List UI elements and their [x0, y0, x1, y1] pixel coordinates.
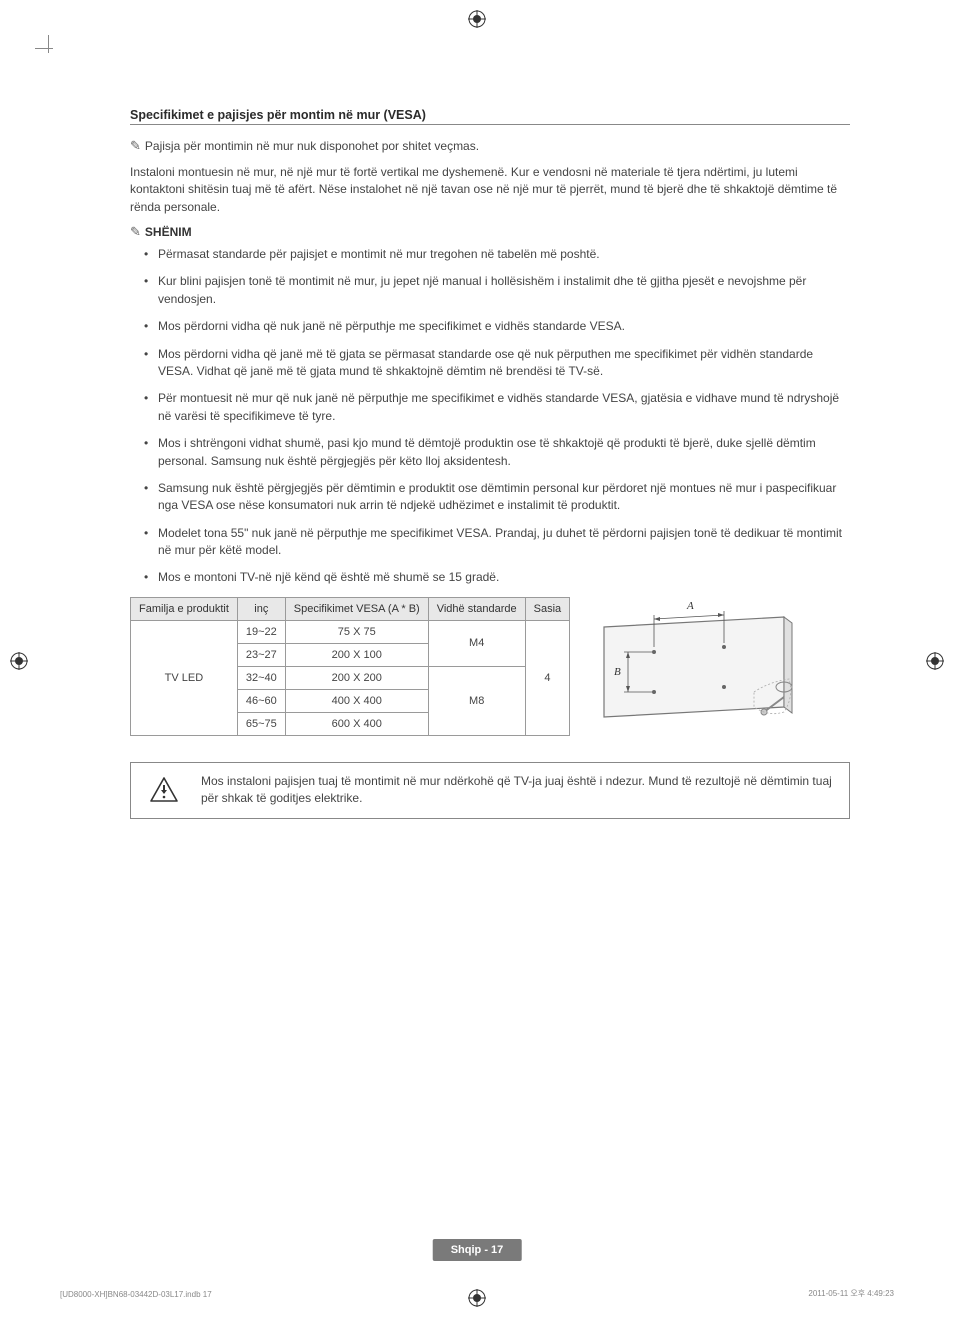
th-screw: Vidhë standarde: [428, 597, 525, 620]
vesa-diagram: A B: [584, 597, 814, 727]
th-family: Familja e produktit: [131, 597, 238, 620]
registration-mark-icon: [926, 652, 944, 670]
crop-mark: [35, 48, 53, 49]
footer-right: 2011-05-11 오후 4:49:23: [808, 1288, 894, 1299]
page-content: Specifikimet e pajisjes për montim në mu…: [130, 108, 850, 819]
vesa-table: Familja e produktit inç Specifikimet VES…: [130, 597, 570, 736]
cell-screw: M4: [428, 620, 525, 666]
registration-mark-icon: [10, 652, 28, 670]
shenim-heading: ✎ SHËNIM: [130, 224, 850, 240]
cell-inch: 32~40: [237, 666, 285, 689]
registration-mark-icon: [468, 10, 486, 28]
diagram-label-a: A: [686, 600, 694, 612]
th-inch: inç: [237, 597, 285, 620]
list-item: Samsung nuk është përgjegjës për dëmtimi…: [158, 480, 850, 515]
list-item: Për montuesit në mur që nuk janë në përp…: [158, 390, 850, 425]
warning-box: Mos instaloni pajisjen tuaj të montimit …: [130, 762, 850, 819]
cell-inch: 23~27: [237, 643, 285, 666]
cell-vesa: 200 X 100: [285, 643, 428, 666]
th-vesa: Specifikimet VESA (A * B): [285, 597, 428, 620]
list-item: Modelet tona 55" nuk janë në përputhje m…: [158, 525, 850, 560]
cell-inch: 46~60: [237, 689, 285, 712]
footer-left: [UD8000-XH]BN68-03442D-03L17.indb 17: [60, 1290, 212, 1299]
th-qty: Sasia: [525, 597, 570, 620]
list-item: Mos e montoni TV-në një kënd që është më…: [158, 569, 850, 586]
cell-qty: 4: [525, 620, 570, 735]
cell-vesa: 400 X 400: [285, 689, 428, 712]
intro-paragraph: Instaloni montuesin në mur, në një mur t…: [130, 164, 850, 216]
table-row: TV LED 19~22 75 X 75 M4 4: [131, 620, 570, 643]
diagram-label-b: B: [614, 666, 621, 678]
note-icon: ✎: [130, 224, 141, 239]
cell-screw: M8: [428, 666, 525, 735]
list-item: Përmasat standarde për pajisjet e montim…: [158, 246, 850, 263]
list-item: Mos përdorni vidha që janë më të gjata s…: [158, 346, 850, 381]
note-icon: ✎: [130, 138, 141, 153]
shenim-label: SHËNIM: [145, 225, 192, 239]
table-header-row: Familja e produktit inç Specifikimet VES…: [131, 597, 570, 620]
bullet-list: Përmasat standarde për pajisjet e montim…: [130, 246, 850, 587]
list-item: Mos i shtrëngoni vidhat shumë, pasi kjo …: [158, 435, 850, 470]
page-badge: Shqip - 17: [433, 1239, 522, 1261]
cell-vesa: 75 X 75: [285, 620, 428, 643]
table-and-diagram: Familja e produktit inç Specifikimet VES…: [130, 597, 850, 736]
list-item: Kur blini pajisjen tonë të montimit në m…: [158, 273, 850, 308]
crop-mark: [48, 35, 49, 53]
cell-inch: 19~22: [237, 620, 285, 643]
warning-icon: [149, 776, 179, 804]
cell-vesa: 200 X 200: [285, 666, 428, 689]
section-title: Specifikimet e pajisjes për montim në mu…: [130, 108, 850, 125]
intro-note-text: Pajisja për montimin në mur nuk disponoh…: [145, 139, 479, 153]
list-item: Mos përdorni vidha që nuk janë në përput…: [158, 318, 850, 335]
cell-family: TV LED: [131, 620, 238, 735]
warning-text: Mos instaloni pajisjen tuaj të montimit …: [201, 774, 832, 805]
registration-mark-icon: [468, 1289, 486, 1307]
cell-inch: 65~75: [237, 712, 285, 735]
cell-vesa: 600 X 400: [285, 712, 428, 735]
intro-note: ✎ Pajisja për montimin në mur nuk dispono…: [130, 137, 850, 156]
